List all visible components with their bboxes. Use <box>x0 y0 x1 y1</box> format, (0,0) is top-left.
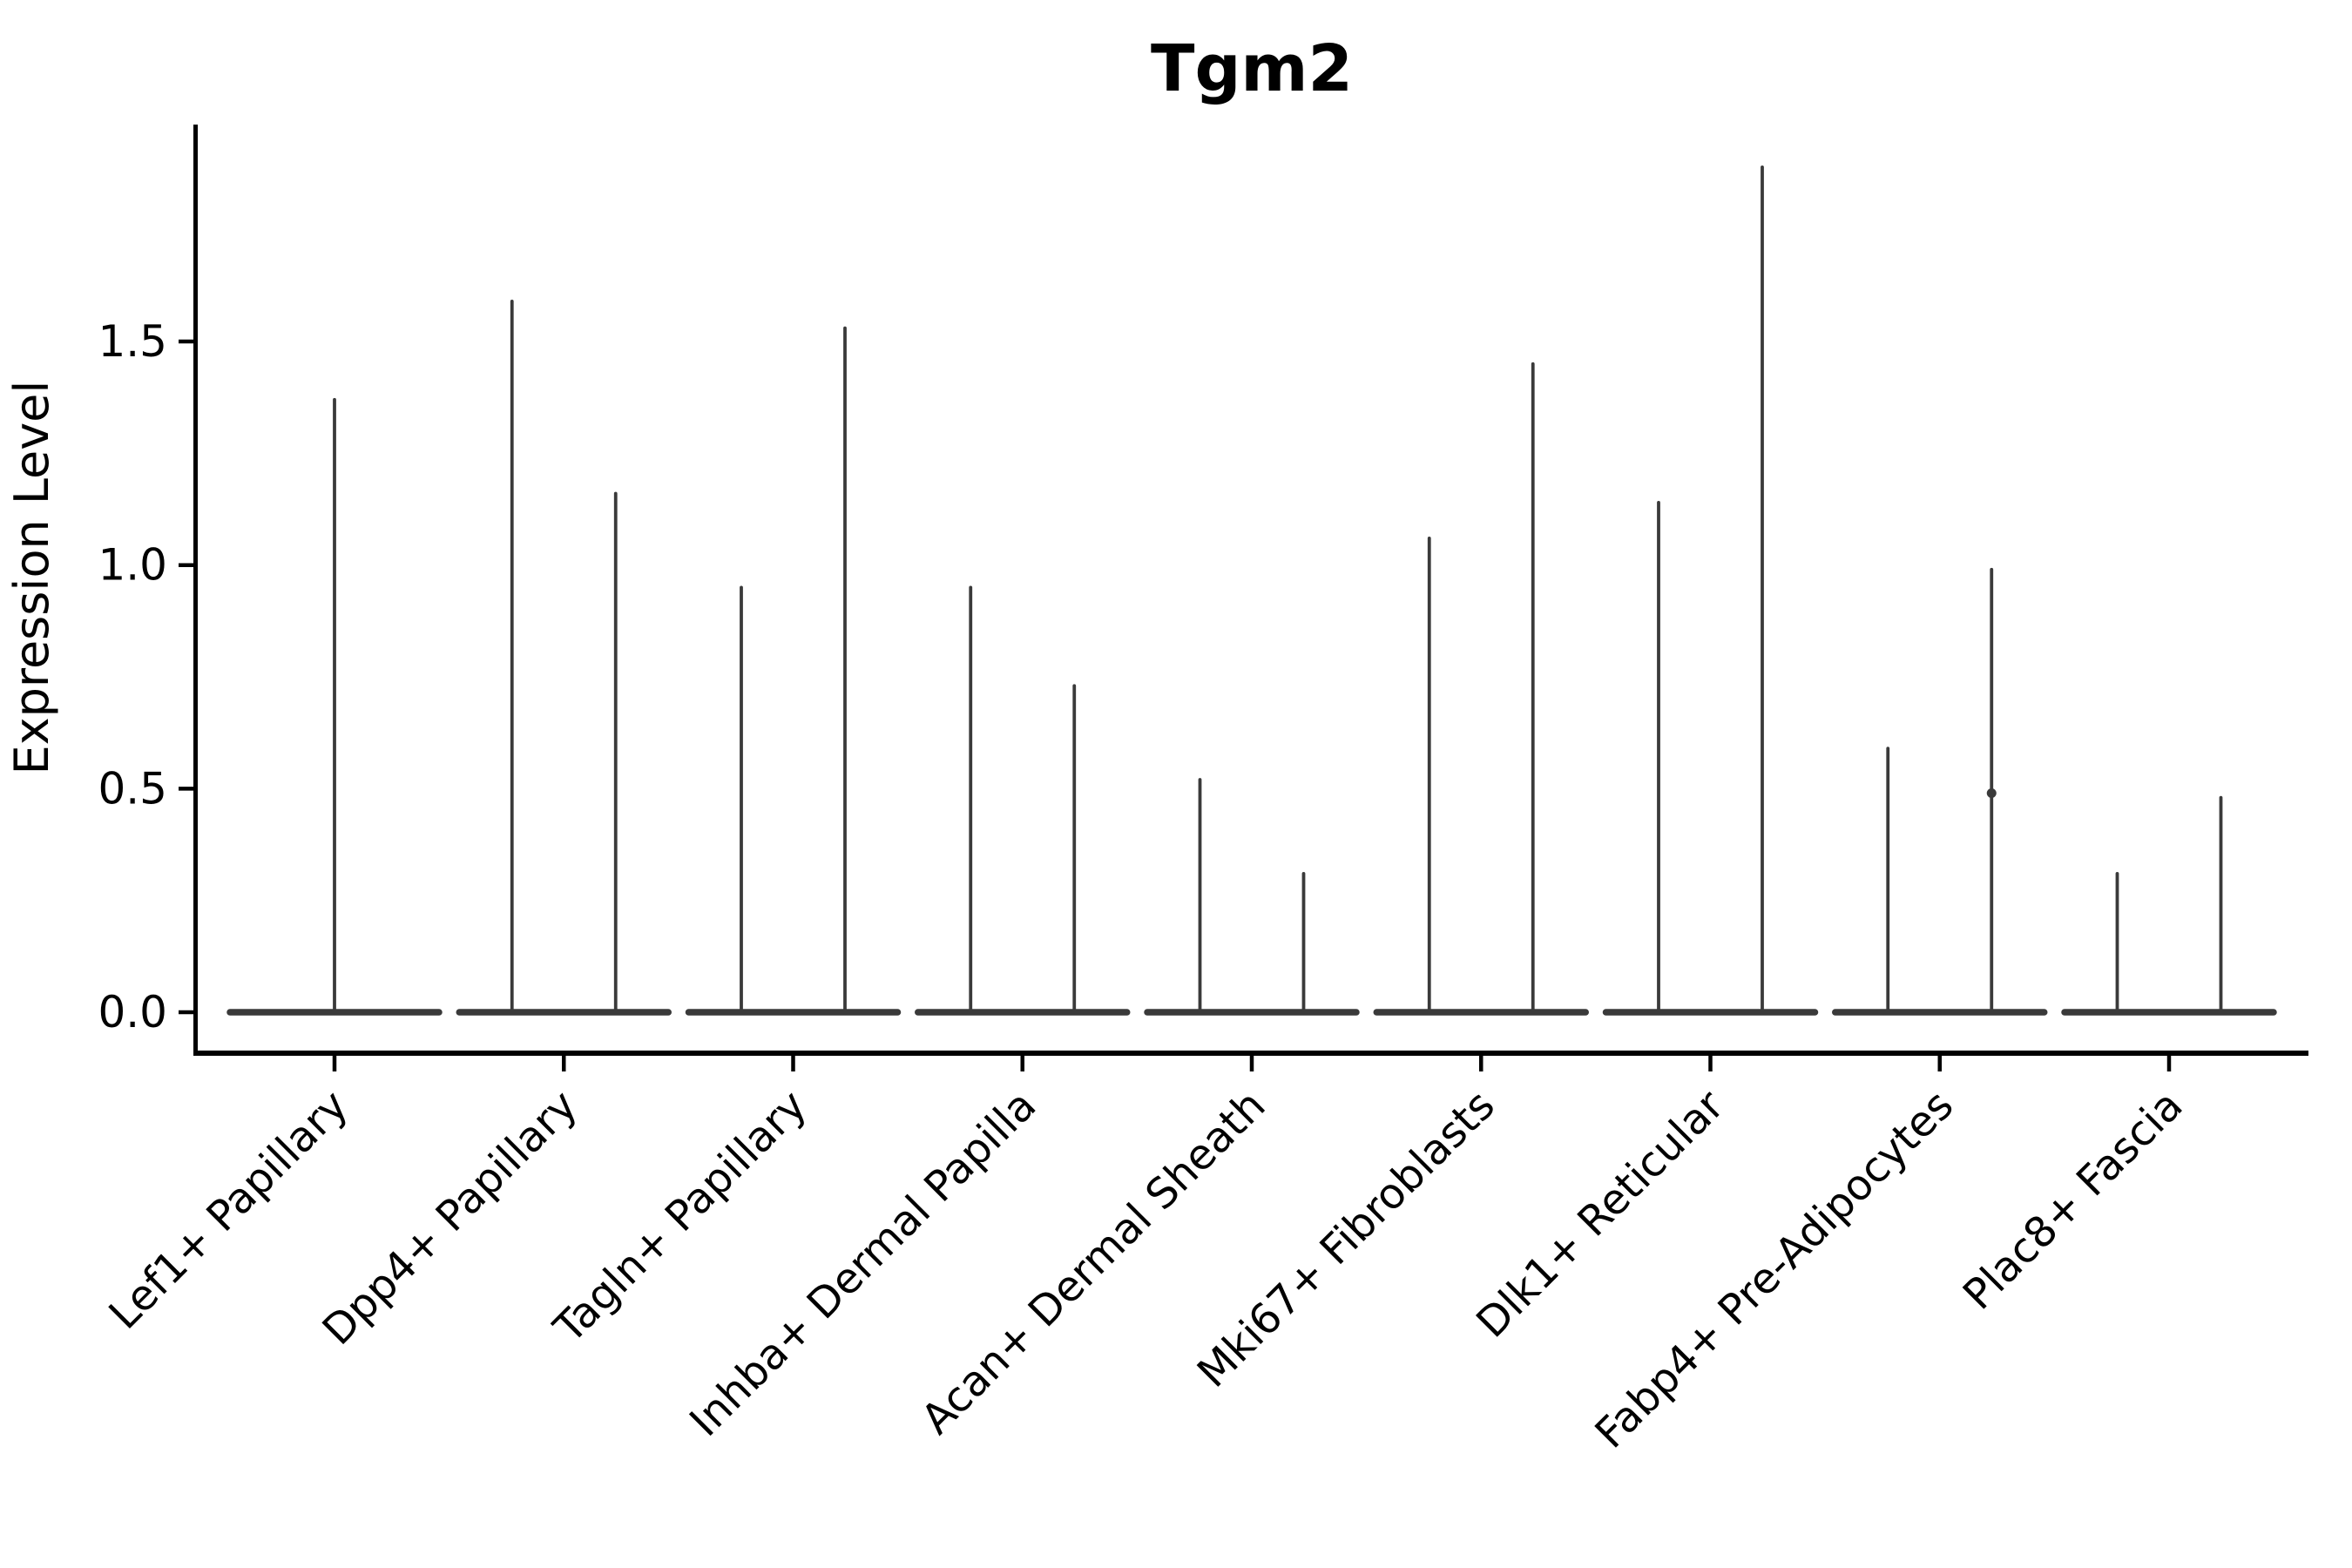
x-category-label: Plac8+ Fascia <box>1954 1081 2193 1320</box>
y-tick-label: 0.5 <box>98 763 167 814</box>
chart-title: Tgm2 <box>1151 31 1353 106</box>
cell-point-dot <box>1986 787 1997 798</box>
y-axis-label: Expression Level <box>4 381 59 775</box>
y-tick-label: 1.0 <box>98 540 167 591</box>
x-category-label: Dpp4+ Papillary <box>314 1081 587 1355</box>
x-category-label: Lef1+ Papillary <box>100 1081 358 1339</box>
y-tick-label: 1.5 <box>98 316 167 367</box>
x-category-label: Dlk1+ Reticular <box>1467 1081 1734 1348</box>
x-category-label: Tagln+ Papillary <box>544 1081 816 1353</box>
y-tick-label: 0.0 <box>98 987 167 1037</box>
